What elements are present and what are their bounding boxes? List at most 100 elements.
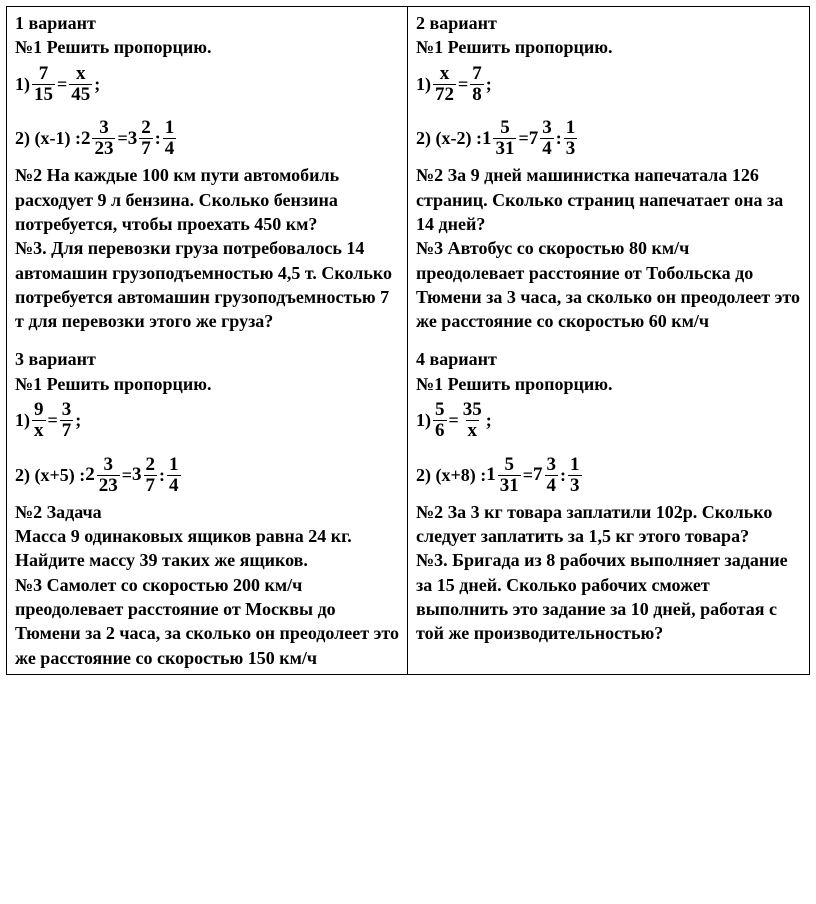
fraction: 3 7 xyxy=(60,400,74,441)
fraction: x 45 xyxy=(69,64,92,105)
numerator: 3 xyxy=(97,118,111,138)
colon: : xyxy=(155,128,161,149)
denominator: 8 xyxy=(470,84,484,105)
fraction: 9 x xyxy=(32,400,46,441)
numerator: 3 xyxy=(540,118,554,138)
prefix: 1) xyxy=(416,410,431,431)
v1-task1-title: №1 Решить пропорцию. xyxy=(15,35,399,59)
v1-eq2: 2) (х-1) : 2 3 23 = 3 2 7 : 1 4 xyxy=(15,118,399,159)
denominator: 4 xyxy=(163,138,177,159)
fraction: 2 7 xyxy=(139,118,153,159)
v4-title: 4 вариант xyxy=(416,347,801,371)
fraction: 7 8 xyxy=(470,64,484,105)
equals: = xyxy=(449,410,459,431)
colon: : xyxy=(560,465,566,486)
v3-task2-title: №2 Задача xyxy=(15,500,399,524)
fraction: 5 31 xyxy=(498,455,521,496)
semicolon: ; xyxy=(94,74,100,95)
denominator: 4 xyxy=(545,475,559,496)
denominator: 7 xyxy=(144,475,158,496)
denominator: 3 xyxy=(564,138,578,159)
semicolon: ; xyxy=(75,410,81,431)
v1-eq1: 1) 7 15 = x 45 ; xyxy=(15,64,399,105)
whole: 1 xyxy=(486,464,496,486)
denominator: 31 xyxy=(498,475,521,496)
v3-task2: Масса 9 одинаковых ящиков равна 24 кг. Н… xyxy=(15,524,399,573)
v2-eq1: 1) x 72 = 7 8 ; xyxy=(416,64,801,105)
mixed-number: 7 3 4 xyxy=(529,118,556,159)
prefix: 1) xyxy=(15,74,30,95)
numerator: 9 xyxy=(32,400,46,420)
prefix: 2) (х-2) : xyxy=(416,128,482,149)
fraction: 7 15 xyxy=(32,64,55,105)
fraction: 3 23 xyxy=(97,455,120,496)
v1-task2: №2 На каждые 100 км пути автомобиль расх… xyxy=(15,163,399,236)
semicolon: ; xyxy=(486,74,492,95)
right-column: 2 вариант №1 Решить пропорцию. 1) x 72 =… xyxy=(408,7,809,674)
equals: = xyxy=(48,410,58,431)
v4-task3: №3. Бригада из 8 рабочих выполняет задан… xyxy=(416,548,801,645)
numerator: 5 xyxy=(502,455,516,475)
v2-eq2: 2) (х-2) : 1 5 31 = 7 3 4 : 1 3 xyxy=(416,118,801,159)
mixed-number: 2 3 23 xyxy=(81,118,118,159)
denominator: 3 xyxy=(568,475,582,496)
numerator: 3 xyxy=(545,455,559,475)
fraction: 35 x xyxy=(461,400,484,441)
numerator: x xyxy=(74,64,88,84)
denominator: x xyxy=(32,420,46,441)
numerator: 1 xyxy=(163,118,177,138)
fraction: 3 4 xyxy=(540,118,554,159)
mixed-number: 1 5 31 xyxy=(482,118,519,159)
whole: 2 xyxy=(81,128,91,150)
v4-eq2: 2) (х+8) : 1 5 31 = 7 3 4 : 1 3 xyxy=(416,455,801,496)
mixed-number: 3 2 7 xyxy=(128,118,155,159)
denominator: 7 xyxy=(60,420,74,441)
fraction: 1 4 xyxy=(163,118,177,159)
numerator: 1 xyxy=(167,455,181,475)
v4-task1-title: №1 Решить пропорцию. xyxy=(416,372,801,396)
denominator: 23 xyxy=(97,475,120,496)
v2-title: 2 вариант xyxy=(416,11,801,35)
denominator: 4 xyxy=(167,475,181,496)
equals: = xyxy=(518,128,528,149)
denominator: 6 xyxy=(433,420,447,441)
left-column: 1 вариант №1 Решить пропорцию. 1) 7 15 =… xyxy=(7,7,408,674)
numerator: 5 xyxy=(433,400,447,420)
v3-task1-title: №1 Решить пропорцию. xyxy=(15,372,399,396)
mixed-number: 7 3 4 xyxy=(533,455,560,496)
numerator: 2 xyxy=(144,455,158,475)
fraction: 3 4 xyxy=(545,455,559,496)
v3-title: 3 вариант xyxy=(15,347,399,371)
whole: 3 xyxy=(128,128,138,150)
v2-task3: №3 Автобус со скоростью 80 км/ч преодоле… xyxy=(416,236,801,333)
numerator: 7 xyxy=(470,64,484,84)
numerator: 2 xyxy=(139,118,153,138)
mixed-number: 2 3 23 xyxy=(85,455,122,496)
fraction: 1 3 xyxy=(564,118,578,159)
fraction: 1 3 xyxy=(568,455,582,496)
denominator: 23 xyxy=(92,138,115,159)
numerator: 7 xyxy=(37,64,51,84)
v2-task1-title: №1 Решить пропорцию. xyxy=(416,35,801,59)
mixed-number: 3 2 7 xyxy=(132,455,159,496)
fraction: 5 31 xyxy=(493,118,516,159)
colon: : xyxy=(159,465,165,486)
v4-task2: №2 За 3 кг товара заплатили 102р. Скольк… xyxy=(416,500,801,549)
numerator: 35 xyxy=(461,400,484,420)
v3-eq2: 2) (х+5) : 2 3 23 = 3 2 7 : 1 4 xyxy=(15,455,399,496)
prefix: 1) xyxy=(15,410,30,431)
fraction: 3 23 xyxy=(92,118,115,159)
fraction: 1 4 xyxy=(167,455,181,496)
equals: = xyxy=(122,465,132,486)
prefix: 2) (х-1) : xyxy=(15,128,81,149)
fraction: 5 6 xyxy=(433,400,447,441)
v2-task2: №2 За 9 дней машинистка напечатала 126 с… xyxy=(416,163,801,236)
equals: = xyxy=(458,74,468,95)
semicolon: ; xyxy=(486,410,492,431)
whole: 7 xyxy=(529,128,539,150)
mixed-number: 1 5 31 xyxy=(486,455,523,496)
numerator: 1 xyxy=(564,118,578,138)
equals: = xyxy=(117,128,127,149)
whole: 2 xyxy=(85,464,95,486)
denominator: 31 xyxy=(493,138,516,159)
